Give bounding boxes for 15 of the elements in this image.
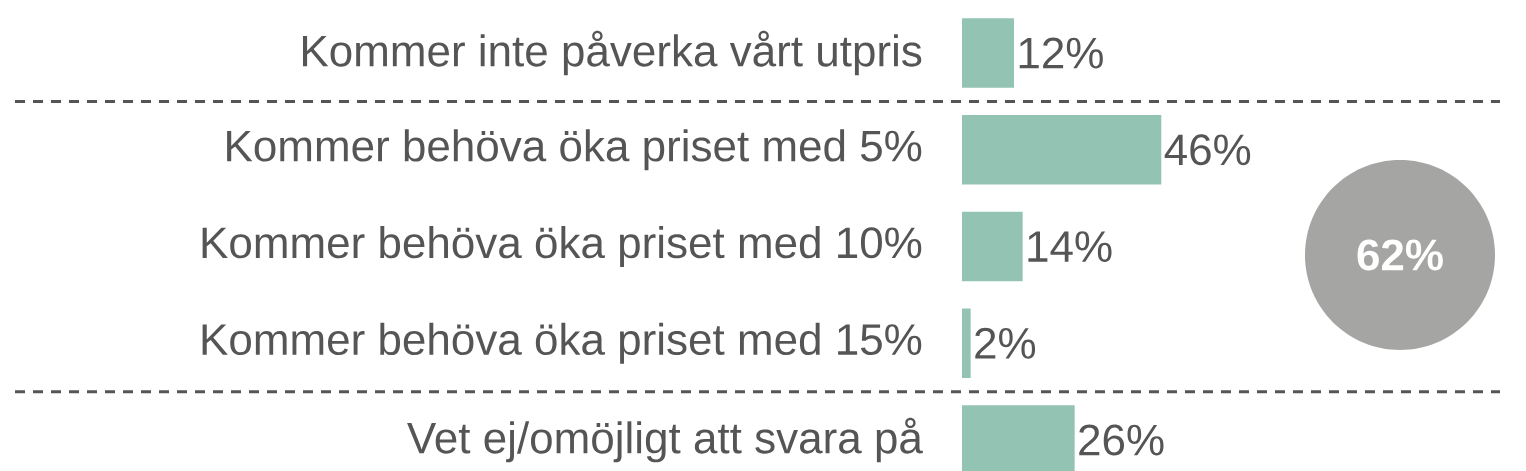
data-label: 46%	[1164, 134, 1251, 166]
data-label: 14%	[1028, 231, 1112, 262]
bar	[961, 308, 971, 379]
y-tick-label: Kommer behöva öka priset med 5%	[227, 129, 922, 171]
bar	[961, 18, 1014, 88]
y-tick-label: Kommer behöva öka priset med 15%	[202, 322, 922, 364]
bar	[961, 211, 1023, 282]
data-label: 12%	[1019, 37, 1103, 69]
text: 62%	[1357, 239, 1443, 271]
y-tick-label: Kommer behöva öka priset med 10%	[202, 226, 922, 268]
y-tick-label: Vet ej/omöjligt att svara på	[407, 417, 923, 463]
y-tick-label: Kommer inte påverka vårt utpris	[302, 30, 922, 76]
bar	[961, 114, 1162, 185]
data-label: 26%	[1079, 424, 1164, 456]
data-label: 2%	[975, 327, 1036, 359]
